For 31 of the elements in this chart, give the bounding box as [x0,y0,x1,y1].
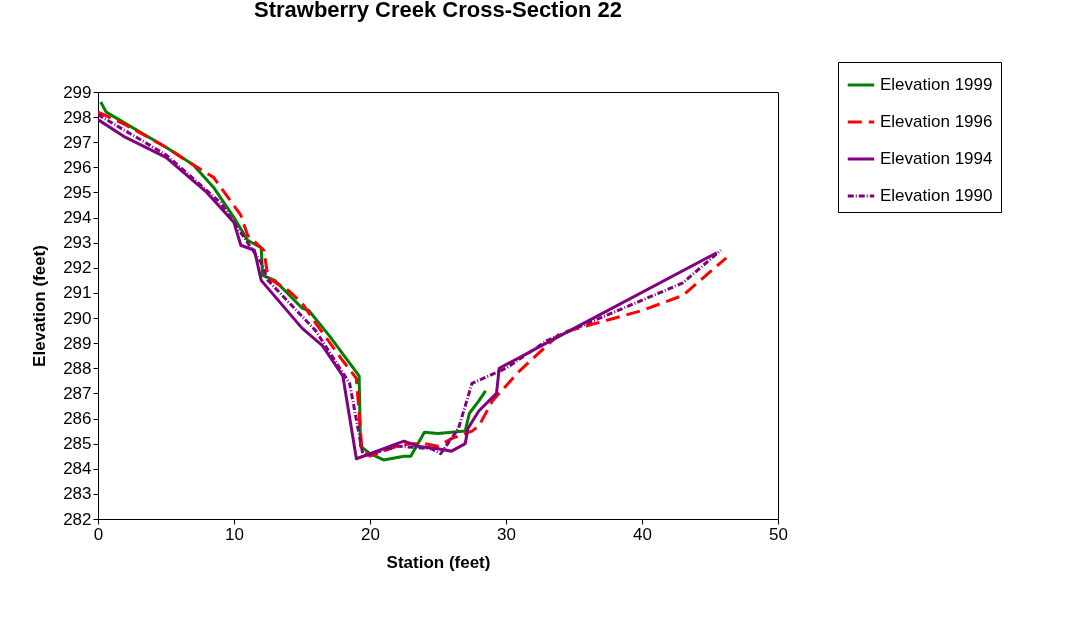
y-tick-label: 284 [63,459,92,479]
y-tick-label: 290 [63,308,92,328]
x-tick-label: 50 [769,524,788,544]
y-tick-label: 289 [63,333,92,353]
legend-label: Elevation 1999 [880,75,993,94]
x-tick-label: 10 [225,524,244,544]
legend-label: Elevation 1996 [880,112,993,131]
x-tick-label: 40 [633,524,652,544]
y-tick-label: 285 [63,434,92,454]
chart-title: Strawberry Creek Cross-Section 22 [253,0,623,22]
y-tick-label: 286 [63,409,92,429]
y-tick-label: 297 [63,132,92,152]
x-tick-label: 20 [361,524,380,544]
y-tick-label: 282 [63,509,92,529]
y-axis-title: Elevation (feet) [30,245,50,367]
y-tick-label: 298 [63,107,92,127]
x-tick-label: 30 [497,524,516,544]
y-tick-label: 299 [63,82,92,102]
y-tick-label: 288 [63,358,92,378]
y-tick-label: 294 [63,208,92,228]
x-axis-title: Station (feet) [386,552,491,572]
y-tick-label: 296 [63,157,92,177]
y-tick-label: 293 [63,233,92,253]
legend-label: Elevation 1990 [880,186,993,205]
x-tick-label: 0 [93,524,104,544]
legend-label: Elevation 1994 [880,149,993,168]
y-tick-label: 287 [63,383,92,403]
y-tick-label: 291 [63,283,92,303]
y-tick-label: 295 [63,182,92,202]
y-tick-label: 283 [63,484,92,504]
y-tick-label: 292 [63,258,92,278]
